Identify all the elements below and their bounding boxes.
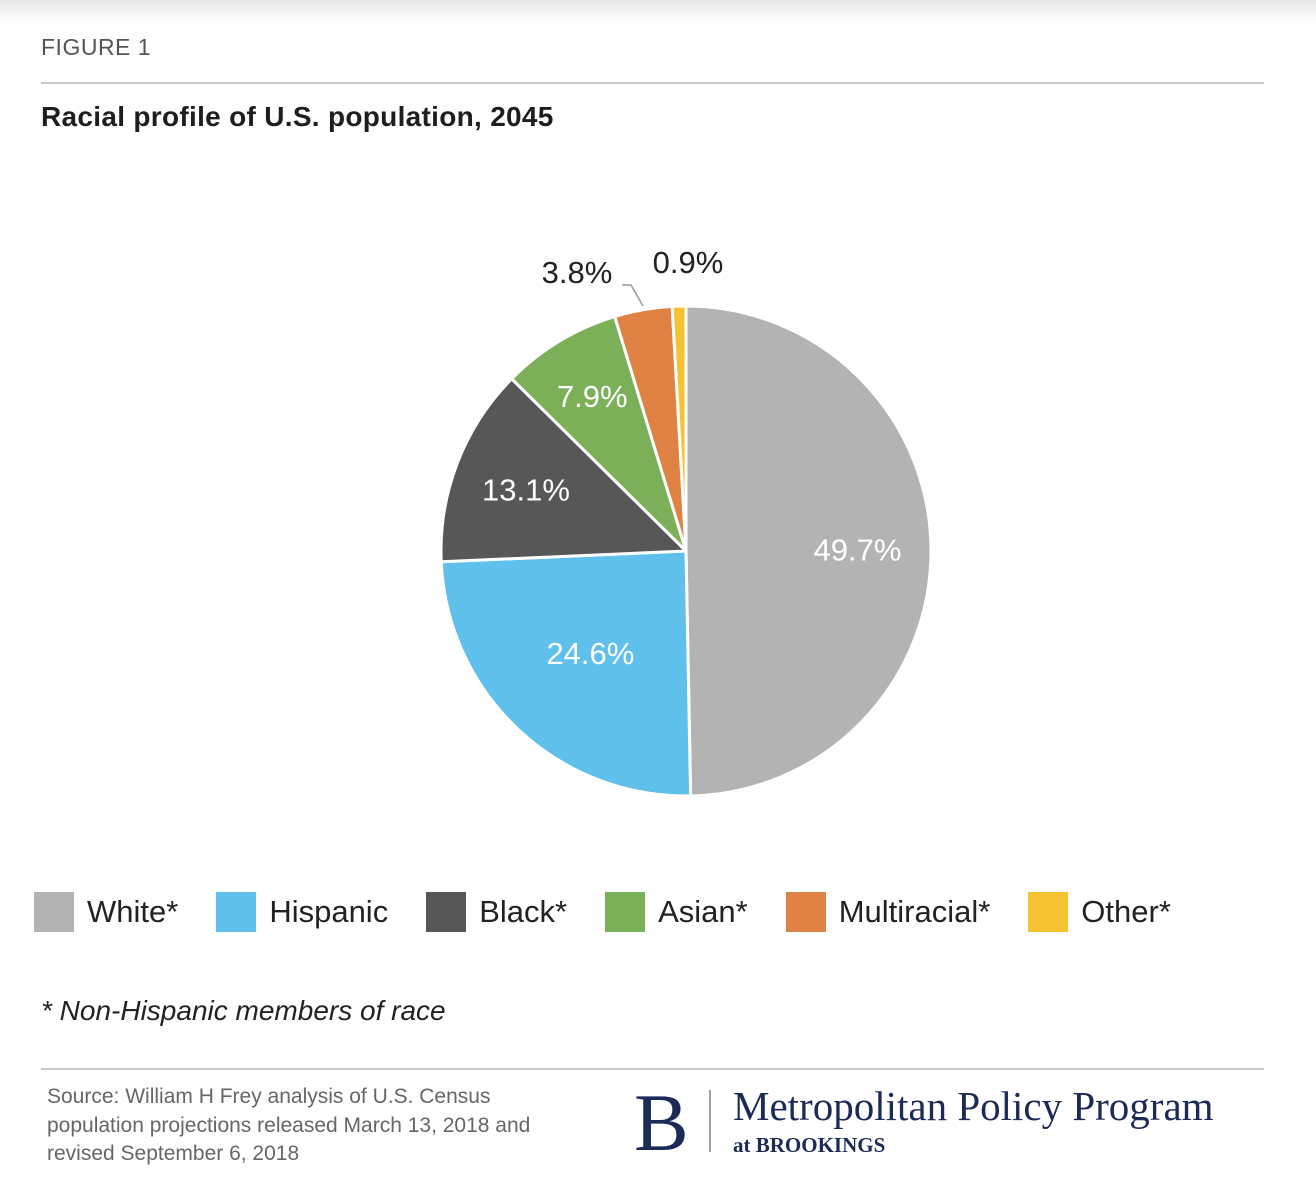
top-divider [41,82,1264,84]
legend-item-black: Black* [426,892,567,932]
footnote: * Non-Hispanic members of race [41,995,446,1026]
data-label-hispanic: 24.6% [546,636,634,671]
pie-slice-black [439,377,688,564]
legend-swatch-hispanic [216,892,257,932]
legend-item-asian: Asian* [605,892,748,932]
legend-swatch-asian [605,892,646,932]
legend-label-black: Black* [479,894,568,929]
legend-swatch-multiracial [785,892,826,932]
pie-slice-white [684,304,933,798]
pie-data-labels: 49.7% 24.6% 13.1% 7.9% 3.8% 0.9% [482,245,901,671]
data-label-asian: 7.9% [557,379,628,414]
figure-label: FIGURE 1 [41,34,152,60]
data-label-multiracial: 3.8% [542,255,613,290]
legend-swatch-black [426,892,467,932]
pie-slice-other [670,304,688,553]
pie-slices [439,304,933,798]
logo-subtitle: at BROOKINGS [733,1133,886,1157]
legend-label-other: Other* [1081,894,1171,929]
legend-item-other: Other* [1028,892,1171,932]
logo-program-name: Metropolitan Policy Program [733,1083,1214,1129]
logo-divider [709,1090,711,1152]
pie-slice-asian [510,315,688,553]
pie-chart: 49.7% 24.6% 13.1% 7.9% 3.8% 0.9% [439,245,933,798]
legend-swatch-white [34,892,74,932]
legend-item-white: White* [34,892,178,932]
top-shade [0,0,1316,22]
legend-item-hispanic: Hispanic [216,892,388,932]
legend-item-multiracial: Multiracial* [785,892,991,932]
bottom-divider [41,1068,1264,1070]
pie-slice-hispanic [439,549,693,798]
legend-label-asian: Asian* [658,894,748,929]
data-label-black: 13.1% [482,472,570,507]
chart-title: Racial profile of U.S. population, 2045 [41,101,554,132]
brookings-logo-mark: B [634,1077,689,1168]
source-note: Source: William H Frey analysis of U.S. … [47,1085,531,1165]
data-label-other: 0.9% [653,245,724,280]
chart-legend: White* Hispanic Black* Asian* Multiracia… [34,891,1284,933]
legend-label-hispanic: Hispanic [269,894,389,929]
data-label-white: 49.7% [814,532,902,567]
legend-label-multiracial: Multiracial* [838,894,991,929]
legend-swatch-other [1028,892,1069,932]
legend-label-white: White* [87,894,179,929]
leader-line-multiracial [622,284,644,307]
label-leaders [622,284,644,307]
